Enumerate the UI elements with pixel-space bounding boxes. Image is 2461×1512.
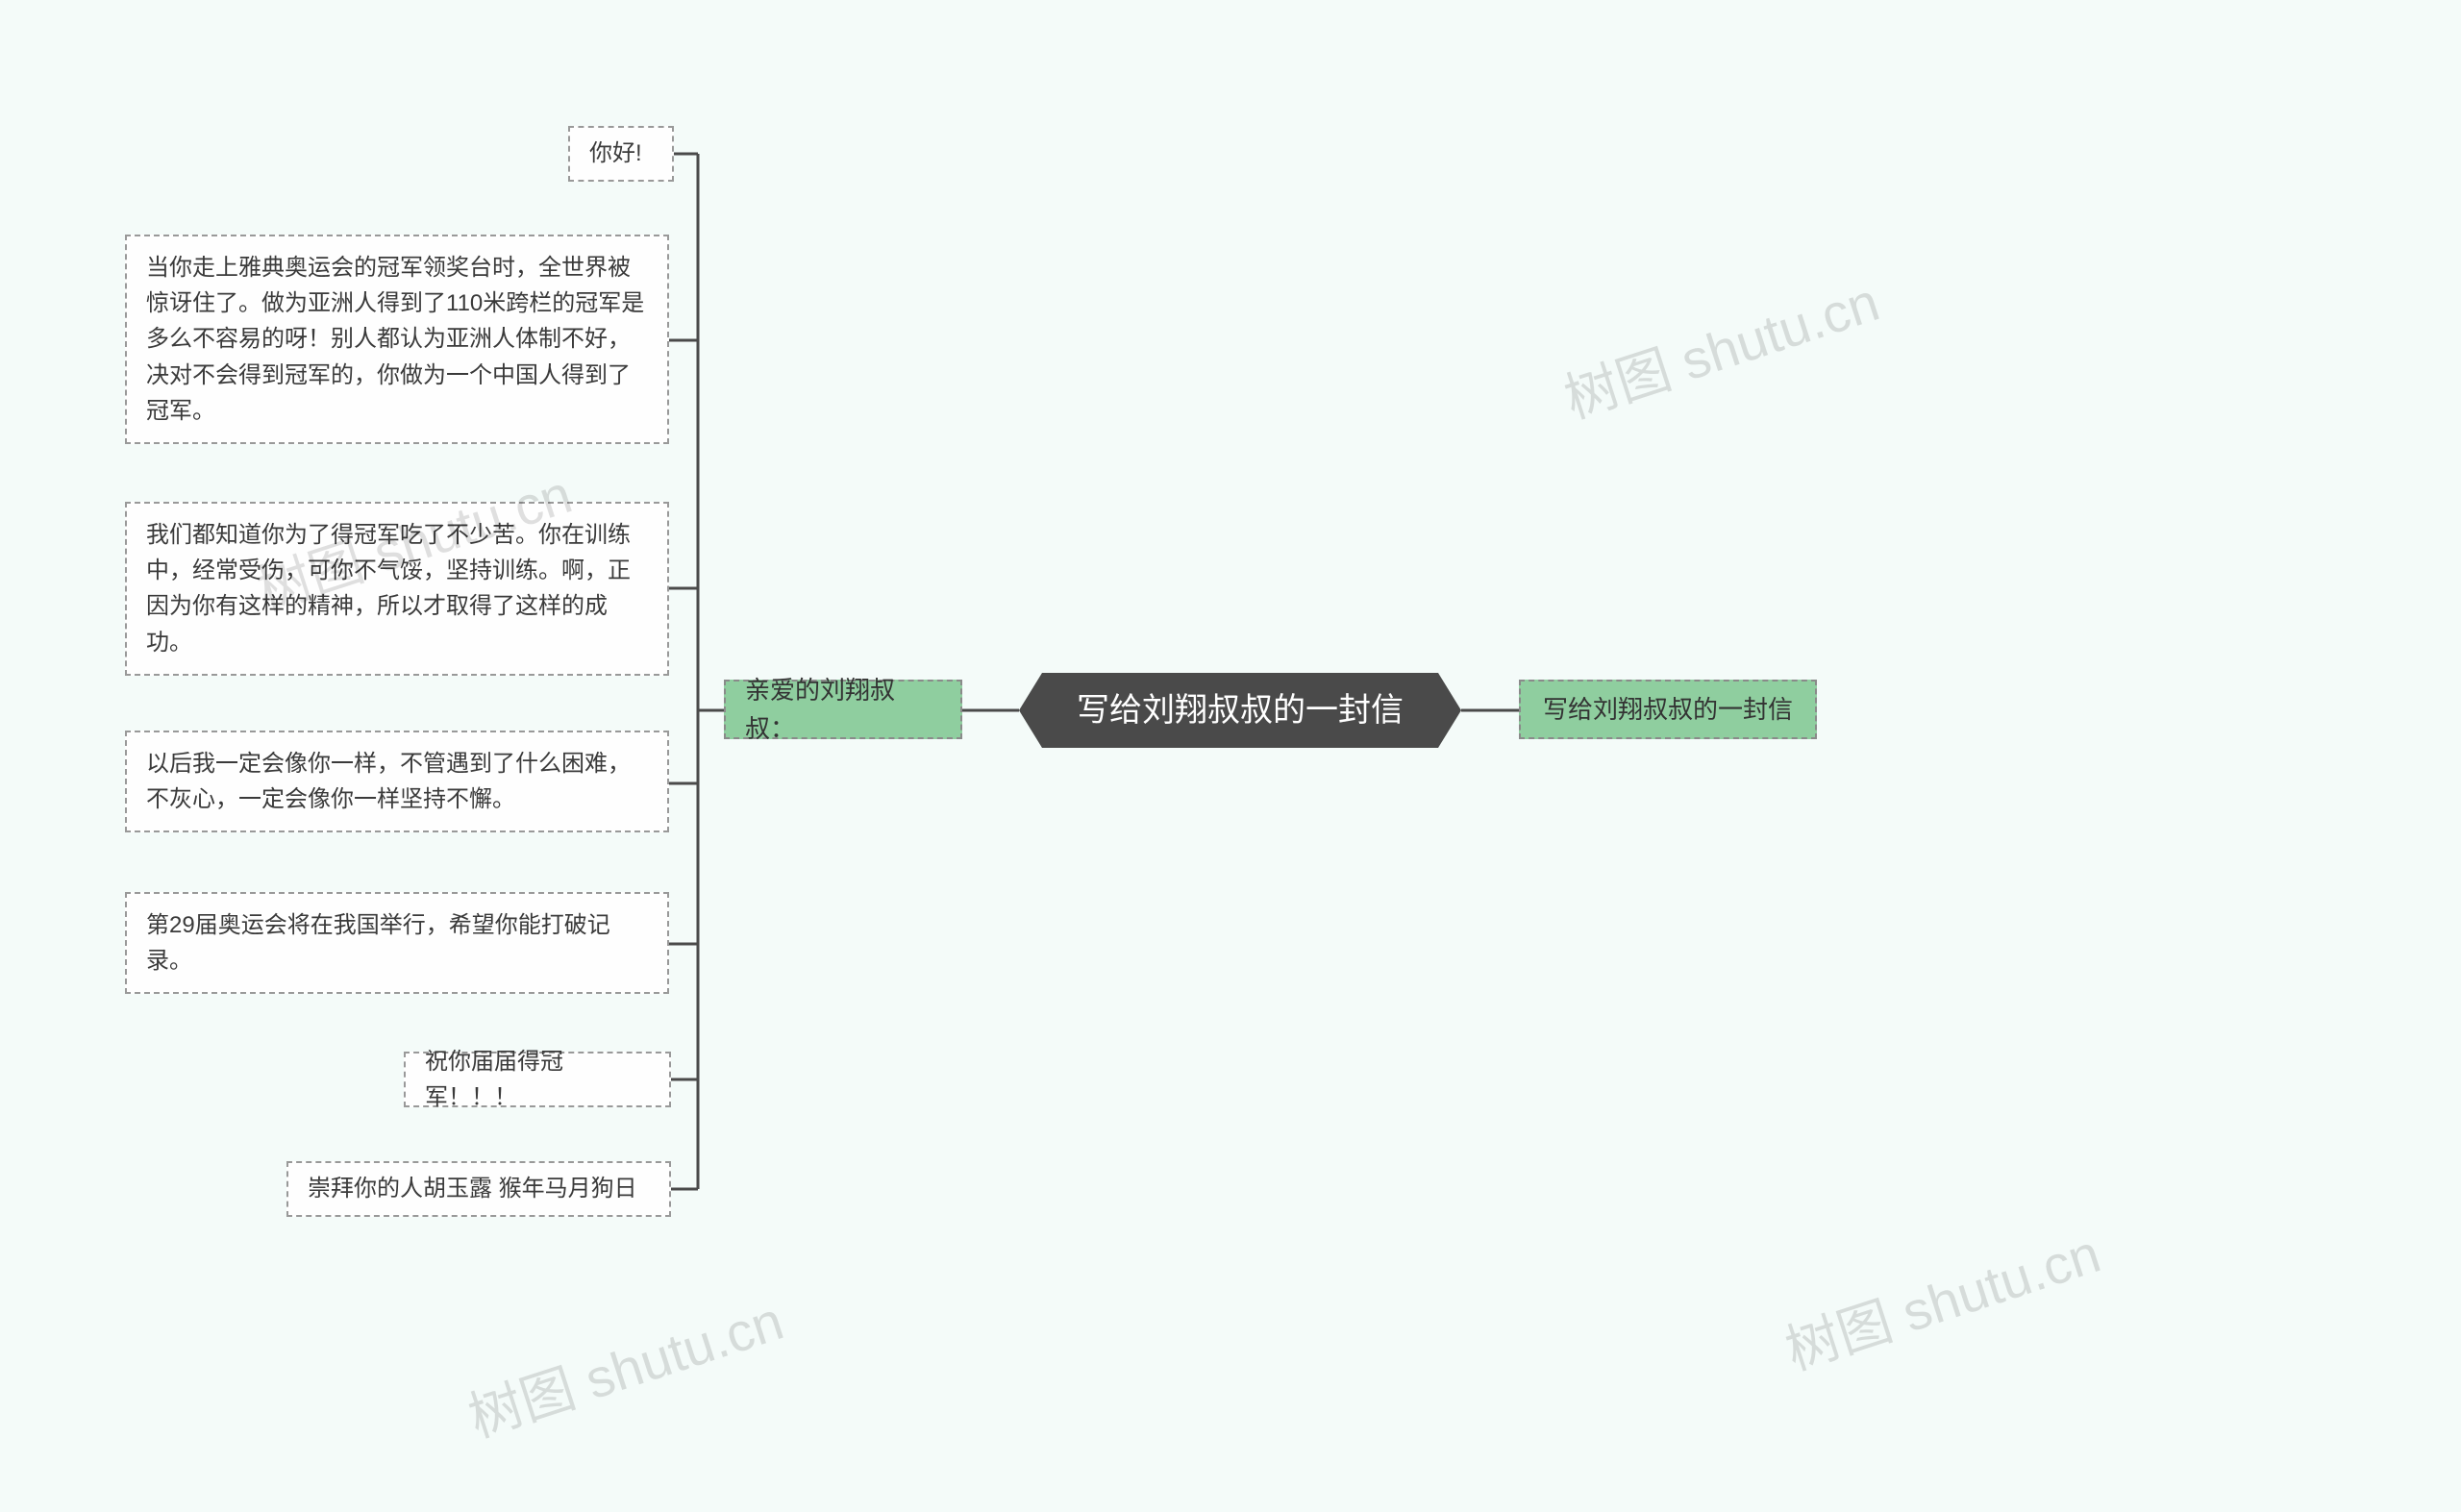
watermark-en: shutu.cn — [563, 1290, 790, 1415]
center-node[interactable]: 写给刘翔叔叔的一封信 — [1019, 673, 1461, 748]
center-node-label: 写给刘翔叔叔的一封信 — [1077, 685, 1404, 736]
watermark: 树图 shutu.cn — [1554, 260, 1888, 434]
watermark: 树图 shutu.cn — [1775, 1211, 2109, 1386]
left-branch-node[interactable]: 亲爱的刘翔叔叔： — [724, 680, 962, 739]
leaf-label: 我们都知道你为了得冠军吃了不少苦。你在训练中，经常受伤，可你不气馁，坚持训练。啊… — [146, 522, 631, 656]
leaf-label: 以后我一定会像你一样，不管遇到了什么困难，不灰心，一定会像你一样坚持不懈。 — [146, 751, 631, 812]
watermark-cn: 树图 — [1557, 338, 1678, 430]
watermark-en: shutu.cn — [1880, 1223, 2107, 1348]
watermark-cn: 树图 — [1778, 1290, 1900, 1381]
leaf-node[interactable]: 以后我一定会像你一样，不管遇到了什么困难，不灰心，一定会像你一样坚持不懈。 — [125, 731, 669, 832]
leaf-node[interactable]: 祝你届届得冠军！！！ — [404, 1052, 671, 1107]
watermark-en: shutu.cn — [1659, 271, 1886, 396]
leaf-node[interactable]: 我们都知道你为了得冠军吃了不少苦。你在训练中，经常受伤，可你不气馁，坚持训练。啊… — [125, 502, 669, 676]
right-branch-label: 写给刘翔叔叔的一封信 — [1543, 690, 1793, 729]
leaf-label: 当你走上雅典奥运会的冠军领奖台时，全世界被惊讶住了。做为亚洲人得到了110米跨栏… — [146, 255, 644, 424]
leaf-node[interactable]: 第29届奥运会将在我国举行，希望你能打破记录。 — [125, 892, 669, 994]
leaf-label: 你好! — [589, 136, 642, 171]
watermark-cn: 树图 — [461, 1357, 583, 1449]
right-branch-node[interactable]: 写给刘翔叔叔的一封信 — [1519, 680, 1817, 739]
leaf-node[interactable]: 崇拜你的人胡玉露 猴年马月狗日 — [286, 1161, 671, 1217]
leaf-node[interactable]: 你好! — [568, 126, 674, 182]
leaf-label: 祝你届届得冠军！！！ — [425, 1044, 650, 1115]
left-branch-label: 亲爱的刘翔叔叔： — [745, 671, 941, 749]
watermark: 树图 shutu.cn — [458, 1278, 792, 1453]
leaf-label: 崇拜你的人胡玉露 猴年马月狗日 — [308, 1171, 637, 1206]
leaf-node[interactable]: 当你走上雅典奥运会的冠军领奖台时，全世界被惊讶住了。做为亚洲人得到了110米跨栏… — [125, 235, 669, 444]
leaf-label: 第29届奥运会将在我国举行，希望你能打破记录。 — [146, 912, 610, 974]
